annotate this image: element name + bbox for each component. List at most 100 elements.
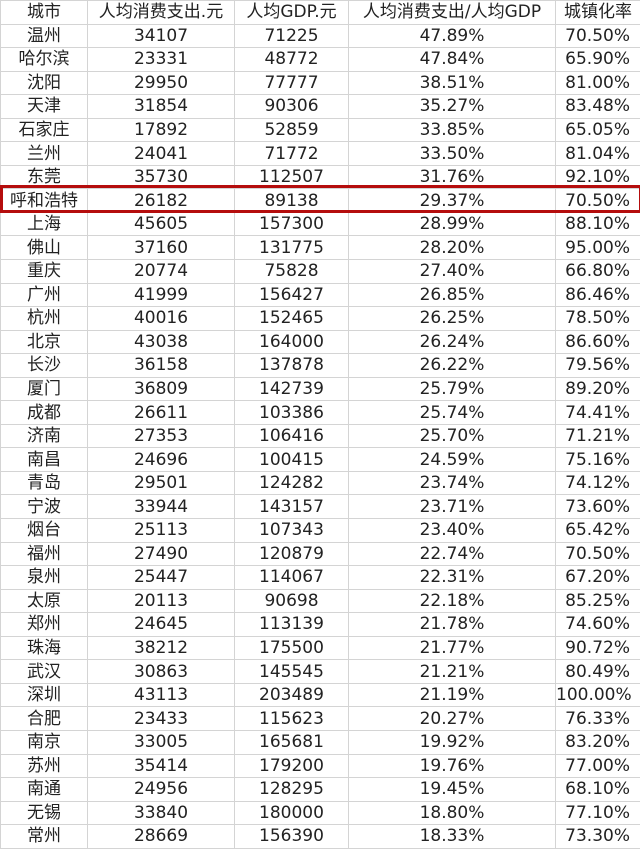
cell-urbanization: 88.10% bbox=[556, 212, 640, 236]
cell-gdp: 156390 bbox=[235, 825, 349, 849]
cell-urbanization: 65.42% bbox=[556, 519, 640, 543]
cell-urbanization: 81.00% bbox=[556, 71, 640, 95]
cell-city: 南昌 bbox=[1, 448, 88, 472]
cell-city: 呼和浩特 bbox=[1, 189, 88, 213]
cell-ratio: 19.45% bbox=[349, 778, 556, 802]
cell-ratio: 22.74% bbox=[349, 542, 556, 566]
cell-urbanization: 100.00% bbox=[556, 683, 640, 707]
cell-gdp: 75828 bbox=[235, 260, 349, 284]
cell-ratio: 27.40% bbox=[349, 260, 556, 284]
cell-city: 济南 bbox=[1, 424, 88, 448]
cell-ratio: 26.85% bbox=[349, 283, 556, 307]
cell-urbanization: 71.21% bbox=[556, 424, 640, 448]
header-gdp: 人均GDP.元 bbox=[235, 1, 349, 25]
header-consumption: 人均消费支出.元 bbox=[88, 1, 235, 25]
cell-urbanization: 75.16% bbox=[556, 448, 640, 472]
cell-urbanization: 74.41% bbox=[556, 401, 640, 425]
header-city: 城市 bbox=[1, 1, 88, 25]
header-row: 城市 人均消费支出.元 人均GDP.元 人均消费支出/人均GDP 城镇化率 bbox=[1, 1, 640, 25]
cell-ratio: 28.99% bbox=[349, 212, 556, 236]
header-ratio: 人均消费支出/人均GDP bbox=[349, 1, 556, 25]
cell-urbanization: 79.56% bbox=[556, 354, 640, 378]
cell-ratio: 22.18% bbox=[349, 589, 556, 613]
cell-urbanization: 77.00% bbox=[556, 754, 640, 778]
cell-ratio: 21.19% bbox=[349, 683, 556, 707]
cell-urbanization: 81.04% bbox=[556, 142, 640, 166]
cell-city: 天津 bbox=[1, 95, 88, 119]
cell-city: 兰州 bbox=[1, 142, 88, 166]
cell-consumption: 36809 bbox=[88, 377, 235, 401]
cell-city: 南京 bbox=[1, 730, 88, 754]
cell-gdp: 90306 bbox=[235, 95, 349, 119]
cell-city: 石家庄 bbox=[1, 118, 88, 142]
cell-consumption: 36158 bbox=[88, 354, 235, 378]
cell-city: 深圳 bbox=[1, 683, 88, 707]
cell-gdp: 90698 bbox=[235, 589, 349, 613]
cell-consumption: 27353 bbox=[88, 424, 235, 448]
cell-gdp: 180000 bbox=[235, 801, 349, 825]
cell-city: 佛山 bbox=[1, 236, 88, 260]
cell-urbanization: 73.30% bbox=[556, 825, 640, 849]
cell-city: 哈尔滨 bbox=[1, 48, 88, 72]
cell-city: 合肥 bbox=[1, 707, 88, 731]
cell-city: 成都 bbox=[1, 401, 88, 425]
cell-gdp: 145545 bbox=[235, 660, 349, 684]
cell-ratio: 19.92% bbox=[349, 730, 556, 754]
cell-city: 宁波 bbox=[1, 495, 88, 519]
cell-consumption: 35414 bbox=[88, 754, 235, 778]
cell-consumption: 26182 bbox=[88, 189, 235, 213]
cell-consumption: 28669 bbox=[88, 825, 235, 849]
cell-ratio: 35.27% bbox=[349, 95, 556, 119]
cell-gdp: 203489 bbox=[235, 683, 349, 707]
cell-gdp: 157300 bbox=[235, 212, 349, 236]
cell-urbanization: 68.10% bbox=[556, 778, 640, 802]
cell-consumption: 24041 bbox=[88, 142, 235, 166]
cell-gdp: 175500 bbox=[235, 636, 349, 660]
cell-consumption: 29950 bbox=[88, 71, 235, 95]
cell-city: 苏州 bbox=[1, 754, 88, 778]
cell-gdp: 124282 bbox=[235, 471, 349, 495]
cell-gdp: 48772 bbox=[235, 48, 349, 72]
cell-ratio: 26.24% bbox=[349, 330, 556, 354]
cell-ratio: 31.76% bbox=[349, 165, 556, 189]
cell-ratio: 38.51% bbox=[349, 71, 556, 95]
cell-consumption: 34107 bbox=[88, 24, 235, 48]
cell-gdp: 107343 bbox=[235, 519, 349, 543]
cell-urbanization: 70.50% bbox=[556, 189, 640, 213]
cell-gdp: 128295 bbox=[235, 778, 349, 802]
cell-gdp: 152465 bbox=[235, 307, 349, 331]
cell-gdp: 100415 bbox=[235, 448, 349, 472]
cell-consumption: 23433 bbox=[88, 707, 235, 731]
cell-gdp: 120879 bbox=[235, 542, 349, 566]
cell-ratio: 25.79% bbox=[349, 377, 556, 401]
cell-consumption: 33944 bbox=[88, 495, 235, 519]
cell-ratio: 33.50% bbox=[349, 142, 556, 166]
cell-city: 长沙 bbox=[1, 354, 88, 378]
cell-consumption: 30863 bbox=[88, 660, 235, 684]
cell-city: 杭州 bbox=[1, 307, 88, 331]
cell-gdp: 164000 bbox=[235, 330, 349, 354]
cell-ratio: 26.22% bbox=[349, 354, 556, 378]
cell-gdp: 106416 bbox=[235, 424, 349, 448]
cell-consumption: 24696 bbox=[88, 448, 235, 472]
cell-city: 沈阳 bbox=[1, 71, 88, 95]
cell-gdp: 71225 bbox=[235, 24, 349, 48]
cell-consumption: 25447 bbox=[88, 566, 235, 590]
cell-city: 重庆 bbox=[1, 260, 88, 284]
cell-consumption: 29501 bbox=[88, 471, 235, 495]
